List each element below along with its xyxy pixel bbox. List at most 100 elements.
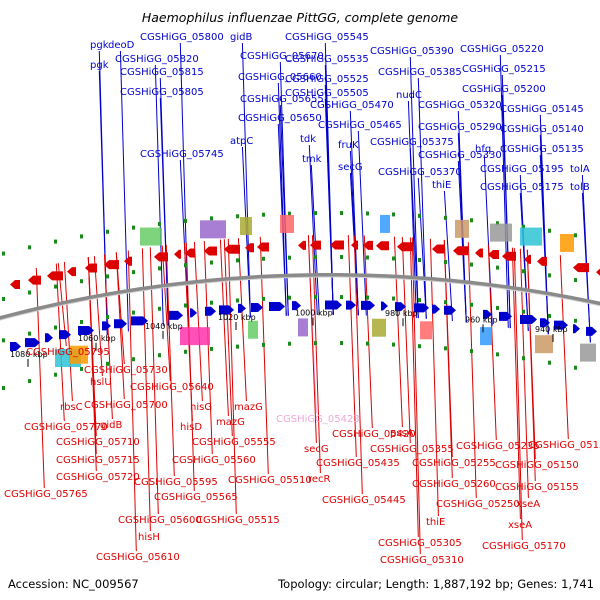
reverse-gene-label: CGSHiGG_05445 — [322, 495, 406, 506]
forward-gene-arrow — [292, 301, 301, 311]
reverse-gene-label: secG — [304, 444, 329, 455]
forward-gene-label: CGSHiGG_05805 — [120, 87, 204, 98]
guide-ring-dot — [418, 213, 421, 218]
guide-ring-dot — [418, 344, 421, 349]
backbone-highlight — [0, 276, 600, 321]
reverse-leader-line — [307, 235, 317, 444]
guide-ring-dot — [184, 218, 187, 223]
forward-feature-block — [420, 321, 432, 340]
guide-ring-dot — [262, 212, 265, 217]
forward-leader-line — [457, 160, 467, 323]
reverse-gene-label: mazG — [234, 402, 263, 413]
reverse-leader-line — [193, 241, 203, 402]
reverse-gene-label: pssA — [390, 428, 414, 439]
guide-ring-dot — [236, 214, 239, 219]
forward-gene-label: CGSHiGG_05370 — [378, 167, 462, 178]
guide-ring-dot — [158, 353, 161, 358]
reverse-gene-label: CGSHiGG_05765 — [4, 489, 88, 500]
reverse-gene-label: CGSHiGG_05565 — [154, 492, 238, 503]
forward-gene-arrow — [325, 300, 342, 310]
forward-gene-label: fruK — [338, 140, 359, 151]
forward-gene-label: CGSHiGG_05800 — [140, 32, 224, 43]
reverse-gene-arrow — [154, 252, 168, 262]
forward-feature-block — [580, 343, 596, 362]
accession-text: Accession: NC_009567 — [8, 577, 139, 591]
reverse-gene-arrow — [596, 268, 600, 276]
guide-ring-dot — [418, 257, 421, 262]
forward-gene-arrow — [269, 301, 285, 311]
forward-gene-arrow — [219, 305, 234, 315]
guide-ring-dot — [28, 245, 31, 250]
forward-gene-label: CGSHiGG_05650 — [238, 113, 322, 124]
guide-ring-dot — [210, 346, 213, 351]
reverse-leader-line — [526, 249, 536, 482]
forward-leader-line — [417, 177, 427, 319]
reverse-gene-label: hisG — [190, 402, 212, 413]
guide-ring-dot — [522, 356, 525, 361]
reverse-gene-label: gidB — [100, 420, 122, 431]
reverse-gene-label: CGSHiGG_05715 — [56, 455, 140, 466]
scale-tick-label: 1060 kbp — [78, 334, 116, 343]
reverse-leader-line — [429, 238, 439, 517]
forward-leader-line — [409, 147, 419, 319]
reverse-gene-arrow — [67, 267, 76, 277]
guide-ring-dot — [80, 279, 83, 284]
reverse-gene-label: recR — [308, 474, 331, 485]
guide-ring-dot — [184, 263, 187, 268]
reverse-gene-label: CGSHiGG_05260 — [412, 479, 496, 490]
reverse-gene-label: xseA — [516, 499, 540, 510]
reverse-leader-line — [219, 239, 229, 417]
forward-gene-arrow — [361, 300, 375, 310]
guide-ring-dot — [522, 224, 525, 229]
reverse-gene-arrow — [488, 250, 499, 260]
forward-gene-label: CGSHiGG_05505 — [285, 88, 369, 99]
guide-ring-dot — [80, 234, 83, 239]
forward-gene-label: thiE — [432, 180, 451, 191]
reverse-feature-block — [520, 227, 542, 246]
guide-ring-dot — [444, 259, 447, 264]
guide-ring-dot — [496, 305, 499, 310]
reverse-leader-line — [55, 263, 65, 422]
forward-gene-label: CGSHiGG_05375 — [370, 137, 454, 148]
forward-leader-line — [409, 56, 419, 319]
guide-ring-dot — [236, 258, 239, 263]
forward-feature-block — [535, 335, 553, 354]
guide-ring-dot — [392, 212, 395, 217]
guide-ring-dot — [548, 313, 551, 318]
guide-ring-dot — [496, 221, 499, 226]
reverse-leader-line — [161, 245, 171, 382]
reverse-leader-line — [35, 267, 45, 489]
forward-gene-label: CGSHiGG_05330 — [418, 150, 502, 161]
scale-tick-label: 960 kbp — [465, 315, 498, 324]
forward-gene-label: deoD — [108, 40, 135, 51]
guide-ring-dot — [340, 211, 343, 216]
reverse-gene-label: CGSHiGG_05250 — [436, 499, 520, 510]
forward-gene-arrow — [444, 305, 456, 315]
guide-ring-dot — [470, 302, 473, 307]
guide-ring-dot — [574, 318, 577, 323]
reverse-leader-line — [511, 247, 521, 520]
reverse-feature-block — [455, 219, 469, 238]
guide-ring-dot — [210, 260, 213, 265]
reverse-gene-arrow — [104, 260, 119, 270]
guide-ring-dot — [2, 296, 5, 301]
reverse-gene-label: CGSHiGG_05640 — [130, 382, 214, 393]
forward-feature-block — [480, 327, 492, 346]
reverse-gene-arrow — [28, 275, 41, 285]
reverse-leader-line — [393, 236, 403, 428]
forward-gene-label: CGSHiGG_05135 — [500, 144, 584, 155]
reverse-gene-arrow — [224, 244, 240, 254]
reverse-leader-line — [401, 236, 411, 444]
reverse-gene-arrow — [351, 240, 358, 250]
forward-gene-arrow — [381, 301, 388, 311]
reverse-leader-line — [87, 257, 97, 472]
reverse-leader-line — [63, 261, 73, 402]
guide-ring-dot — [2, 386, 5, 391]
forward-gene-label: CGSHiGG_05195 — [480, 164, 564, 175]
reverse-gene-arrow — [10, 280, 20, 290]
forward-gene-label: gidB — [230, 32, 252, 43]
forward-gene-label: tolA — [570, 164, 590, 175]
guide-ring-dot — [158, 306, 161, 311]
forward-gene-arrow — [205, 306, 216, 316]
